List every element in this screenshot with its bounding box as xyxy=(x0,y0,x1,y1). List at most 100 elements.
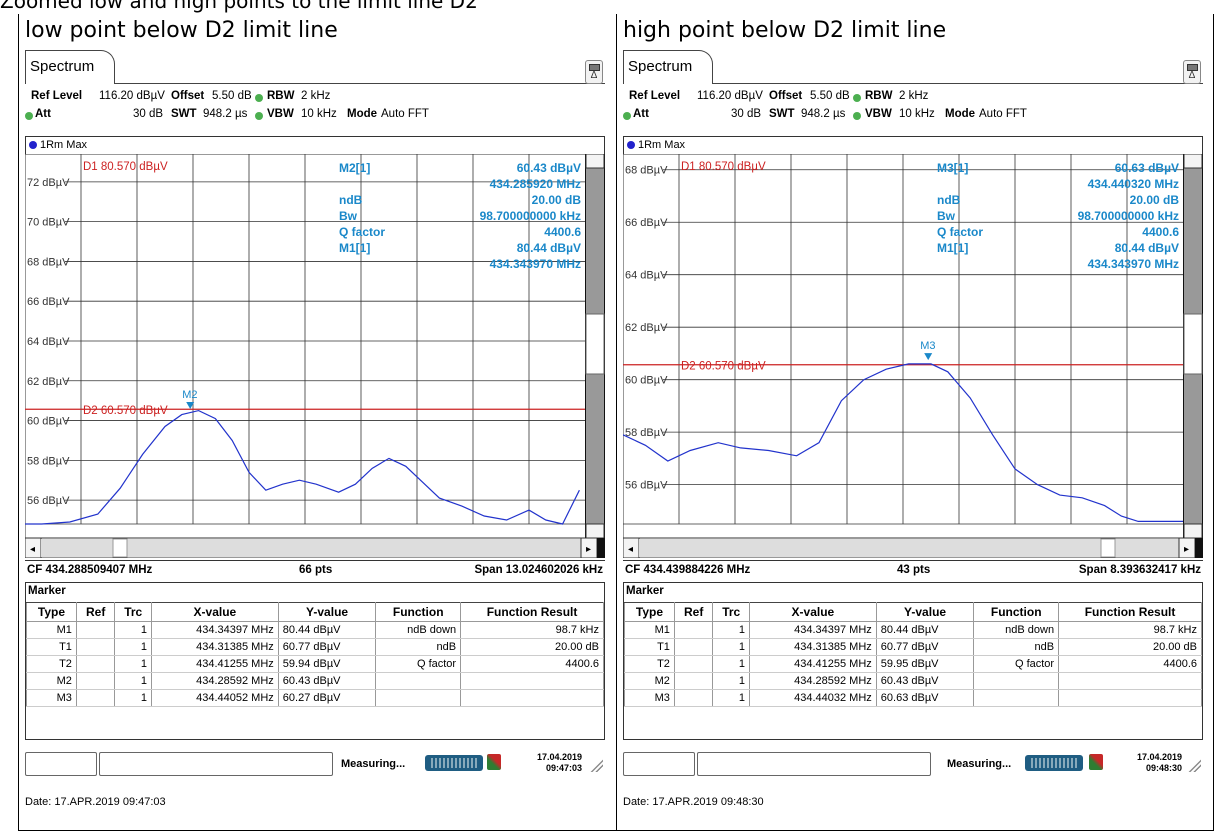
vbw-status-dot-icon xyxy=(255,112,263,120)
table-cell: 434.31385 MHz xyxy=(749,638,877,656)
scroll-thumb xyxy=(1100,538,1116,558)
tab-spectrum[interactable]: Spectrum xyxy=(25,50,115,84)
trace-label: 1Rm Max xyxy=(40,139,88,151)
display-config-icon[interactable]: Δ xyxy=(1183,60,1201,84)
table-cell: 59.95 dBµV xyxy=(875,655,975,673)
y-tick-label: 68 dBµV xyxy=(27,256,70,268)
column-header: Ref xyxy=(673,602,714,622)
tab-spectrum[interactable]: Spectrum xyxy=(623,50,713,84)
analyzer-window: Spectrum Δ Ref Level 116.20 dBµV Offset … xyxy=(623,50,1203,776)
marker-info-value: 20.00 dB xyxy=(532,193,582,207)
att-value[interactable]: 30 dB xyxy=(133,108,164,120)
marker-info-value: 434.285920 MHz xyxy=(490,177,581,191)
marker-info-label: M1[1] xyxy=(339,241,370,255)
table-cell: 60.27 dBµV xyxy=(277,689,377,707)
marker-info-value: 434.343970 MHz xyxy=(1088,257,1179,271)
spectrum-panel-low: low point below D2 limit line Spectrum Δ… xyxy=(18,14,618,831)
horizontal-scrollbar[interactable]: ◂ ▸ xyxy=(25,538,605,558)
trace-color-icon xyxy=(627,141,635,149)
mode-value[interactable]: Auto FFT xyxy=(381,108,429,120)
swt-value[interactable]: 948.2 µs xyxy=(203,108,248,120)
rbw-value[interactable]: 2 kHz xyxy=(899,90,929,102)
table-cell: 1 xyxy=(114,621,153,639)
table-cell xyxy=(673,672,714,690)
table-cell: T1 xyxy=(624,638,675,656)
center-frequency: CF 434.288509407 MHz xyxy=(27,564,153,576)
resize-grip-icon[interactable] xyxy=(589,758,603,772)
capture-date: Date: 17.APR.2019 09:47:03 xyxy=(25,796,166,808)
display-config-icon[interactable]: Δ xyxy=(585,60,603,84)
table-cell: 1 xyxy=(114,655,153,673)
marker-info-label: Bw xyxy=(937,209,956,223)
status-field-2[interactable] xyxy=(99,752,333,776)
trace-label: 1Rm Max xyxy=(638,139,686,151)
table-row[interactable]: T1 1 434.31385 MHz 60.77 dBµV ndB 20.00 dB xyxy=(624,638,1202,656)
swt-value[interactable]: 948.2 µs xyxy=(801,108,846,120)
column-header: Type xyxy=(26,602,77,622)
table-cell xyxy=(375,672,462,690)
table-cell: 60.43 dBµV xyxy=(277,672,377,690)
status-field-1[interactable] xyxy=(25,752,97,776)
rbw-label: RBW xyxy=(865,90,893,102)
table-cell: 20.00 dB xyxy=(1058,638,1202,656)
span-value: Span 8.393632417 kHz xyxy=(1078,564,1201,576)
vbw-value[interactable]: 10 kHz xyxy=(899,108,935,120)
ref-level-value[interactable]: 116.20 dBµV xyxy=(99,90,165,102)
d2-limit-label: D2 60.570 dBµV xyxy=(83,405,168,417)
table-cell: 1 xyxy=(114,638,153,656)
table-cell: M1 xyxy=(624,621,675,639)
table-cell xyxy=(1058,689,1202,707)
vbw-value[interactable]: 10 kHz xyxy=(301,108,337,120)
ref-level-label: Ref Level xyxy=(31,90,83,102)
table-cell xyxy=(1058,672,1202,690)
att-value[interactable]: 30 dB xyxy=(731,108,762,120)
table-row[interactable]: M3 1 434.44052 MHz 60.27 dBµV xyxy=(26,689,604,707)
table-cell xyxy=(75,655,116,673)
table-cell: 434.34397 MHz xyxy=(749,621,877,639)
marker-info-label: ndB xyxy=(937,193,961,207)
column-header: Y-value xyxy=(277,602,377,622)
table-row[interactable]: M2 1 434.28592 MHz 60.43 dBµV xyxy=(26,672,604,690)
table-cell: 434.41255 MHz xyxy=(749,655,877,673)
resize-grip-icon[interactable] xyxy=(1187,758,1201,772)
marker-info-value: 98.700000000 kHz xyxy=(1078,209,1179,223)
trace-color-icon xyxy=(29,141,37,149)
spectrum-trace xyxy=(623,363,1183,522)
spectrum-graph[interactable]: 68 dBµV 66 dBµV 64 dBµV 62 dBµV 60 dBµV 58 dB… xyxy=(623,154,1203,538)
rbw-value[interactable]: 2 kHz xyxy=(301,90,331,102)
table-cell: 60.77 dBµV xyxy=(875,638,975,656)
table-cell: 434.31385 MHz xyxy=(151,638,279,656)
offset-value[interactable]: 5.50 dB xyxy=(212,90,252,102)
analyzer-window: Spectrum Δ Ref Level 116.20 dBµV Offset … xyxy=(25,50,605,776)
horizontal-scrollbar[interactable]: ◂ ▸ xyxy=(623,538,1203,558)
trace-header: 1Rm Max xyxy=(623,136,1203,154)
table-row[interactable]: T1 1 434.31385 MHz 60.77 dBµV ndB 20.00 dB xyxy=(26,638,604,656)
table-row[interactable]: M2 1 434.28592 MHz 60.43 dBµV xyxy=(624,672,1202,690)
table-cell: 80.44 dBµV xyxy=(277,621,377,639)
offset-value[interactable]: 5.50 dB xyxy=(810,90,850,102)
spectrum-graph[interactable]: 72 dBµV 70 dBµV 68 dBµV 66 dBµV 64 dBµV 62 dB… xyxy=(25,154,605,538)
table-cell: ndB down xyxy=(375,621,462,639)
y-tick-label: 62 dBµV xyxy=(27,376,70,388)
table-row[interactable]: M1 1 434.34397 MHz 80.44 dBµV ndB down 98.7 k… xyxy=(624,621,1202,639)
ref-level-value[interactable]: 116.20 dBµV xyxy=(697,90,763,102)
status-field-1[interactable] xyxy=(623,752,695,776)
y-tick-label: 58 dBµV xyxy=(27,455,70,467)
table-cell xyxy=(75,672,116,690)
vertical-scroll-thumb xyxy=(1183,313,1203,375)
table-row[interactable]: T2 1 434.41255 MHz 59.95 dBµV Q factor 4400.6 xyxy=(624,655,1202,673)
column-header: Function Result xyxy=(1058,602,1202,622)
table-row[interactable]: T2 1 434.41255 MHz 59.94 dBµV Q factor 4400.6 xyxy=(26,655,604,673)
table-cell: T1 xyxy=(26,638,77,656)
mode-value[interactable]: Auto FFT xyxy=(979,108,1027,120)
table-cell: 1 xyxy=(712,638,751,656)
table-cell: 20.00 dB xyxy=(460,638,604,656)
status-field-2[interactable] xyxy=(697,752,931,776)
table-row[interactable]: M1 1 434.34397 MHz 80.44 dBµV ndB down 98.7 k… xyxy=(26,621,604,639)
spectrum-panel-high: high point below D2 limit line Spectrum … xyxy=(616,14,1214,831)
marker-info-label: M2[1] xyxy=(339,161,370,175)
column-header: Function xyxy=(973,602,1060,622)
marker-info-value: 80.44 dBµV xyxy=(1115,241,1179,255)
table-row[interactable]: M3 1 434.44032 MHz 60.63 dBµV xyxy=(624,689,1202,707)
marker-triangle-icon xyxy=(924,353,933,361)
